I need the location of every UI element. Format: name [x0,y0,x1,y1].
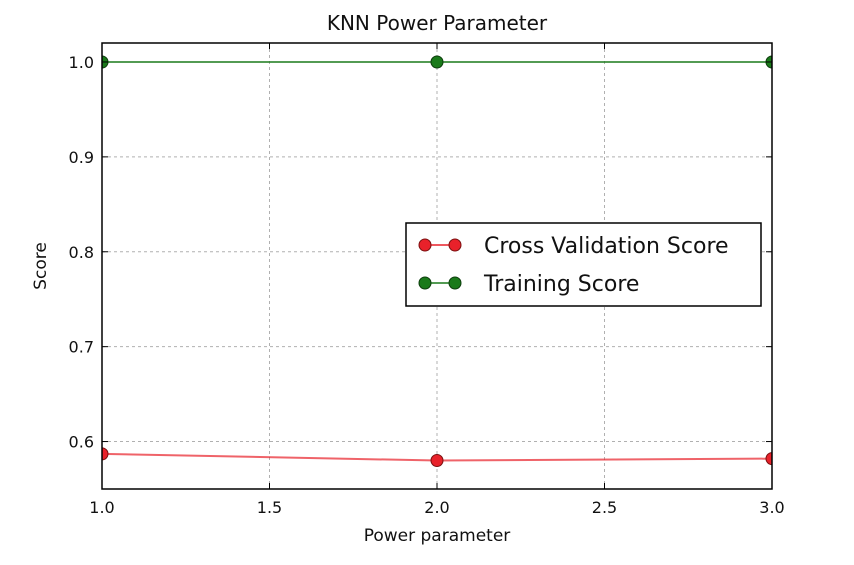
legend-marker-cross-validation [448,238,462,252]
series-training-score [102,55,772,69]
data-point-training-score [430,55,444,69]
legend-marker-training [448,276,462,290]
y-tick-label: 1.0 [69,53,94,72]
x-tick-label: 1.5 [257,498,282,517]
y-tick-label: 0.8 [69,243,94,262]
legend-marker-training [418,276,432,290]
data-point-cross-validation-score [765,452,772,466]
legend-box [405,222,762,307]
x-tick-label: 3.0 [759,498,784,517]
y-axis-label: Score [31,242,51,290]
series-cross-validation-score [102,447,772,468]
ticks: 1.0 1.5 2.0 2.5 3.0 0.6 0.7 0.8 0.9 1.0 [69,43,785,517]
data-point-cross-validation-score [102,447,109,461]
legend-label-cross-validation: Cross Validation Score [484,234,729,259]
legend-marker-cross-validation [418,238,432,252]
legend-label-training: Training Score [483,272,639,297]
y-tick-label: 0.6 [69,433,94,452]
y-tick-label: 0.7 [69,338,94,357]
x-tick-label: 2.5 [592,498,617,517]
series-layer [102,55,772,468]
chart-title: KNN Power Parameter [327,11,548,35]
legend: Cross Validation Score Training Score [405,222,762,307]
data-point-cross-validation-score [430,454,444,468]
x-axis-label: Power parameter [364,526,511,546]
y-tick-label: 0.9 [69,148,94,167]
x-tick-label: 2.0 [424,498,449,517]
x-tick-label: 1.0 [89,498,114,517]
